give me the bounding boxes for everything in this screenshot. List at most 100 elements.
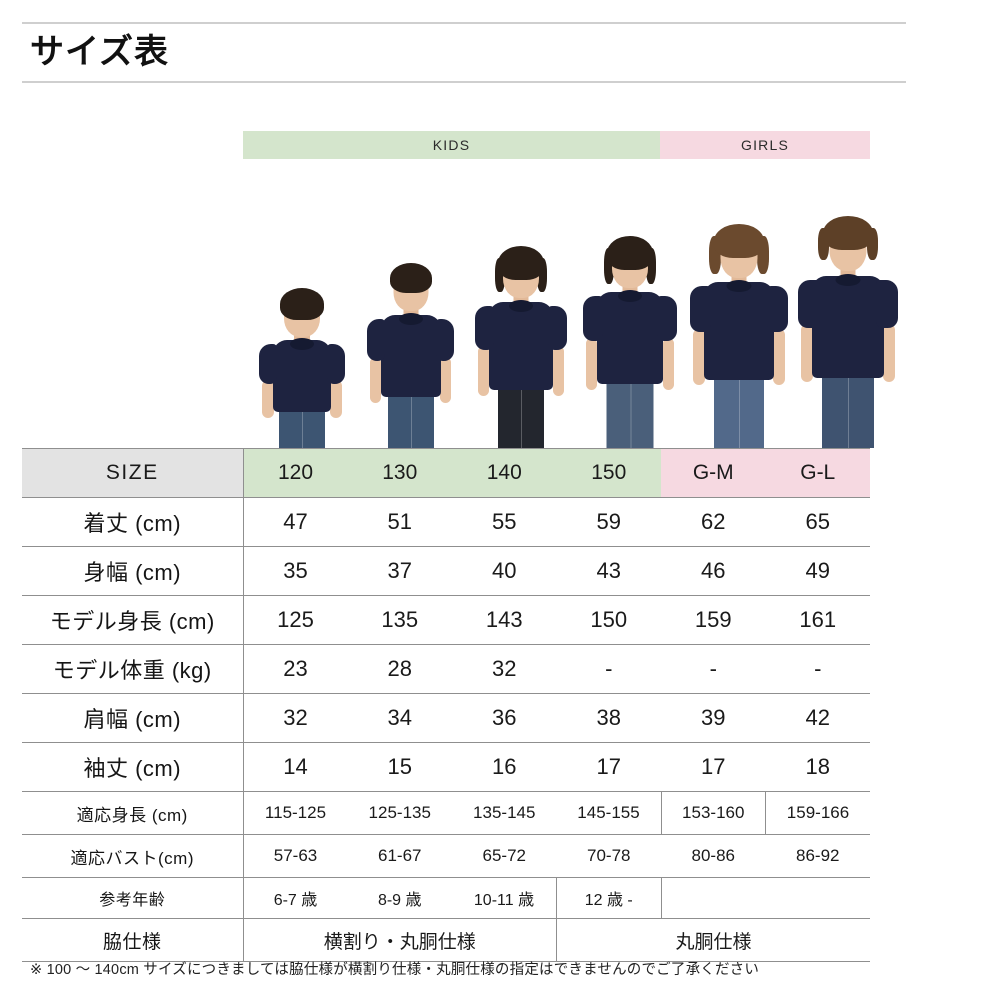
model-figure-120	[257, 288, 347, 448]
page-title: サイズ表	[30, 33, 169, 71]
title-divider-top	[22, 22, 906, 24]
cell-model-height-gl: 161	[765, 595, 870, 645]
cell-mihaba-150: 43	[556, 546, 661, 596]
cell-kitake-150: 59	[556, 497, 661, 547]
title-block: サイズ表	[22, 22, 906, 84]
category-band-girls: GIRLS	[660, 131, 870, 159]
cell-model-weight-140: 32	[452, 644, 557, 694]
model-figure-150	[579, 236, 681, 448]
model-figure-gm	[687, 224, 791, 448]
cell-ref-age-120: 6-7 歳	[243, 877, 348, 919]
cell-fit-height-130: 125-135	[347, 791, 452, 835]
header-col-gm: G-M	[661, 448, 766, 498]
row-label-ref-age: 参考年齢	[22, 877, 244, 919]
cell-model-height-140: 143	[452, 595, 557, 645]
row-label-fit-bust: 適応バスト(cm)	[22, 834, 244, 878]
cell-fit-height-gm: 153-160	[660, 791, 766, 835]
cell-kitake-gm: 62	[661, 497, 766, 547]
cell-sodetake-120: 14	[243, 742, 348, 792]
table-row: 適応バスト(cm) 57-63 61-67 65-72 70-78 80-86 …	[22, 834, 870, 878]
cell-sodetake-gm: 17	[661, 742, 766, 792]
cell-katahaba-gm: 39	[661, 693, 766, 743]
cell-fit-bust-gm: 80-86	[661, 834, 766, 878]
cell-mihaba-120: 35	[243, 546, 348, 596]
model-photo-strip	[243, 200, 898, 448]
table-row: 適応身長 (cm) 115-125 125-135 135-145 145-15…	[22, 791, 870, 835]
cell-sodetake-150: 17	[556, 742, 661, 792]
cell-fit-height-150: 145-155	[556, 791, 661, 835]
cell-model-height-130: 135	[347, 595, 452, 645]
cell-ref-age-gl	[765, 877, 870, 919]
cell-ref-age-150: 12 歳 -	[556, 877, 662, 919]
table-row: モデル体重 (kg) 23 28 32 - - -	[22, 644, 870, 694]
cell-mihaba-gm: 46	[661, 546, 766, 596]
cell-sodetake-gl: 18	[765, 742, 870, 792]
header-size-label: SIZE	[22, 448, 244, 498]
cell-kitake-120: 47	[243, 497, 348, 547]
cell-mihaba-gl: 49	[765, 546, 870, 596]
cell-katahaba-gl: 42	[765, 693, 870, 743]
table-header-row: SIZE 120 130 140 150 G-M G-L	[22, 448, 870, 498]
cell-mihaba-130: 37	[347, 546, 452, 596]
header-col-gl: G-L	[765, 448, 870, 498]
cell-kitake-140: 55	[452, 497, 557, 547]
cell-kitake-gl: 65	[765, 497, 870, 547]
row-label-model-weight: モデル体重 (kg)	[22, 644, 244, 694]
row-label-fit-height: 適応身長 (cm)	[22, 791, 244, 835]
cell-katahaba-120: 32	[243, 693, 348, 743]
table-row: モデル身長 (cm) 125 135 143 150 159 161	[22, 595, 870, 645]
cell-model-height-150: 150	[556, 595, 661, 645]
table-row: 身幅 (cm) 35 37 40 43 46 49	[22, 546, 870, 596]
cell-side-spec-kids: 横割り・丸胴仕様	[243, 918, 557, 962]
model-figure-gl	[795, 216, 901, 448]
row-label-side-spec: 脇仕様	[22, 918, 244, 962]
row-label-model-height: モデル身長 (cm)	[22, 595, 244, 645]
cell-mihaba-140: 40	[452, 546, 557, 596]
row-label-katahaba: 肩幅 (cm)	[22, 693, 244, 743]
cell-fit-bust-120: 57-63	[243, 834, 348, 878]
cell-model-height-120: 125	[243, 595, 348, 645]
header-col-120: 120	[243, 448, 348, 498]
category-bands: KIDS GIRLS	[243, 131, 870, 159]
cell-model-weight-gm: -	[661, 644, 766, 694]
cell-kitake-130: 51	[347, 497, 452, 547]
model-figure-140	[471, 246, 571, 448]
cell-fit-bust-130: 61-67	[347, 834, 452, 878]
cell-ref-age-140: 10-11 歳	[452, 877, 557, 919]
cell-model-weight-120: 23	[243, 644, 348, 694]
cell-model-height-gm: 159	[661, 595, 766, 645]
cell-fit-bust-150: 70-78	[556, 834, 661, 878]
header-col-140: 140	[452, 448, 557, 498]
header-col-150: 150	[556, 448, 661, 498]
model-figure-130	[363, 263, 458, 448]
cell-sodetake-130: 15	[347, 742, 452, 792]
cell-katahaba-140: 36	[452, 693, 557, 743]
row-label-mihaba: 身幅 (cm)	[22, 546, 244, 596]
row-label-sodetake: 袖丈 (cm)	[22, 742, 244, 792]
cell-model-weight-gl: -	[765, 644, 870, 694]
table-row: 袖丈 (cm) 14 15 16 17 17 18	[22, 742, 870, 792]
cell-fit-bust-140: 65-72	[452, 834, 557, 878]
cell-fit-height-gl: 159-166	[765, 791, 870, 835]
row-label-kitake: 着丈 (cm)	[22, 497, 244, 547]
cell-fit-height-140: 135-145	[452, 791, 557, 835]
header-col-130: 130	[347, 448, 452, 498]
cell-fit-bust-gl: 86-92	[765, 834, 870, 878]
size-table: SIZE 120 130 140 150 G-M G-L 着丈 (cm) 47 …	[22, 448, 870, 962]
title-divider-bottom	[22, 81, 906, 84]
cell-side-spec-girls: 丸胴仕様	[556, 918, 870, 962]
category-band-kids: KIDS	[243, 131, 660, 159]
table-row: 肩幅 (cm) 32 34 36 38 39 42	[22, 693, 870, 743]
table-row-spec: 脇仕様 横割り・丸胴仕様 丸胴仕様	[22, 918, 870, 962]
cell-ref-age-130: 8-9 歳	[347, 877, 452, 919]
cell-katahaba-150: 38	[556, 693, 661, 743]
cell-model-weight-130: 28	[347, 644, 452, 694]
footnote-text: ※ 100 〜 140cm サイズにつきましては脇仕様が横割り仕様・丸胴仕様の指…	[30, 962, 760, 978]
cell-model-weight-150: -	[556, 644, 661, 694]
cell-ref-age-gm	[661, 877, 766, 919]
table-row: 着丈 (cm) 47 51 55 59 62 65	[22, 497, 870, 547]
cell-fit-height-120: 115-125	[243, 791, 348, 835]
cell-sodetake-140: 16	[452, 742, 557, 792]
table-row: 参考年齢 6-7 歳 8-9 歳 10-11 歳 12 歳 -	[22, 877, 870, 919]
cell-katahaba-130: 34	[347, 693, 452, 743]
